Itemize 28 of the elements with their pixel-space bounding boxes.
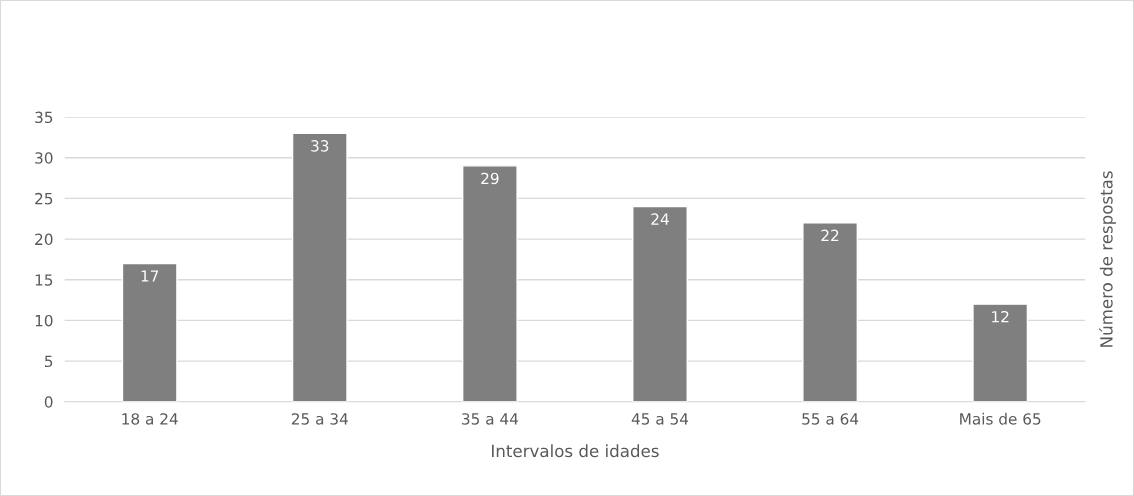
data-label: 29 — [481, 172, 499, 185]
bar — [972, 303, 1029, 402]
data-label: 22 — [821, 229, 839, 241]
data-label: 17 — [141, 270, 159, 282]
bar — [291, 132, 348, 402]
data-label: 24 — [651, 213, 669, 225]
bar — [802, 222, 858, 402]
y-tick-label: 0 — [44, 396, 53, 408]
bar — [461, 165, 518, 402]
data-label: 33 — [311, 140, 329, 152]
bar — [632, 205, 688, 402]
y-tick-label: 35 — [35, 111, 53, 124]
x-tick-label: Mais de 65 — [960, 412, 1041, 425]
x-tick-label: 25 a 34 — [291, 413, 348, 425]
x-tick-label: 55 a 64 — [802, 413, 859, 425]
x-tick-label: 35 a 44 — [462, 413, 519, 425]
y-tick-label: 30 — [35, 152, 53, 164]
y-tick-label: 10 — [35, 314, 53, 327]
y-tick-label: 20 — [35, 233, 53, 246]
y-axis-title: Número de respostas — [1099, 171, 1116, 347]
data-label: 12 — [992, 310, 1009, 323]
y-tick-label: 25 — [35, 192, 53, 205]
y-tick-label: 15 — [35, 274, 53, 286]
bar — [121, 262, 178, 402]
x-axis-title: Intervalos de idades — [492, 444, 659, 458]
x-tick-label: 45 a 54 — [631, 413, 689, 425]
x-tick-label: 18 a 24 — [122, 413, 178, 425]
y-tick-label: 5 — [44, 355, 53, 368]
